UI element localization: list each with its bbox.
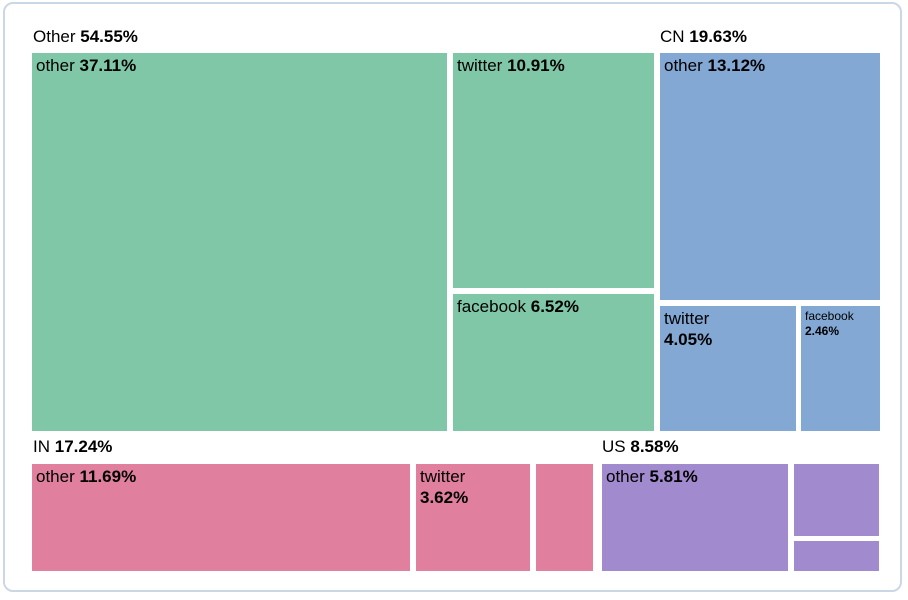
group-label: CN: [660, 27, 685, 46]
cell-label: facebook: [457, 297, 526, 316]
group-label: US: [602, 437, 626, 456]
group-header-in: IN 17.24%: [33, 436, 112, 458]
group-label: Other: [33, 27, 76, 46]
treemap-cell-cn-other[interactable]: other 13.12%: [660, 53, 880, 300]
treemap-cell-in-twitter[interactable]: twitter 3.62%: [416, 464, 530, 571]
treemap-cell-us-unlabeled-1[interactable]: [794, 464, 879, 536]
treemap-cell-other-other[interactable]: other 37.11%: [32, 53, 447, 431]
cell-label: twitter: [420, 467, 466, 486]
group-value: 17.24%: [54, 437, 113, 456]
group-header-us: US 8.58%: [602, 436, 679, 458]
treemap-cell-other-facebook[interactable]: facebook 6.52%: [453, 294, 654, 431]
cell-value: 37.11%: [79, 56, 137, 75]
cell-value: 10.91%: [507, 56, 565, 75]
group-value: 19.63%: [689, 27, 747, 46]
cell-label: other: [606, 467, 645, 486]
treemap-cell-us-other[interactable]: other 5.81%: [602, 464, 788, 571]
cell-label: other: [36, 56, 75, 75]
cell-label: other: [36, 467, 75, 486]
cell-value: 2.46%: [805, 324, 840, 338]
cell-label: facebook: [805, 309, 854, 323]
cell-value: 6.52%: [530, 297, 579, 316]
cell-value: 3.62%: [420, 488, 469, 507]
group-header-other: Other 54.55%: [33, 26, 138, 48]
treemap-cell-us-unlabeled-2[interactable]: [794, 541, 879, 571]
group-header-cn: CN 19.63%: [660, 26, 747, 48]
treemap-cell-other-twitter[interactable]: twitter 10.91%: [453, 53, 654, 288]
treemap-cell-in-unlabeled[interactable]: [536, 464, 593, 571]
cell-value: 11.69%: [79, 467, 137, 486]
treemap-cell-cn-twitter[interactable]: twitter 4.05%: [660, 306, 796, 431]
cell-label: twitter: [457, 56, 503, 75]
treemap-cell-cn-facebook[interactable]: facebook 2.46%: [801, 306, 880, 431]
group-value: 8.58%: [630, 437, 679, 456]
cell-label: other: [664, 56, 703, 75]
cell-value: 5.81%: [649, 467, 698, 486]
group-label: IN: [33, 437, 50, 456]
cell-value: 13.12%: [707, 56, 766, 75]
cell-label: twitter: [664, 309, 710, 328]
cell-value: 4.05%: [664, 330, 713, 349]
treemap-cell-in-other[interactable]: other 11.69%: [32, 464, 410, 571]
group-value: 54.55%: [80, 27, 138, 46]
